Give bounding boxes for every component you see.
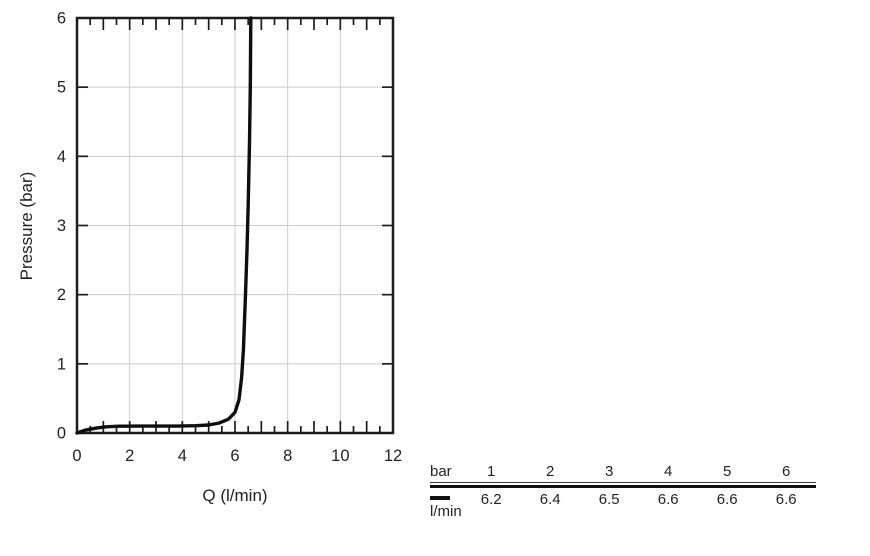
series-unit-label: l/min bbox=[430, 503, 462, 520]
y-tick-label: 5 bbox=[57, 79, 66, 97]
series-legend-cell: l/min bbox=[430, 485, 462, 520]
series-line-swatch bbox=[430, 496, 450, 500]
x-tick-label: 4 bbox=[178, 447, 187, 465]
x-tick-label: 2 bbox=[125, 447, 134, 465]
x-tick-label: 0 bbox=[72, 447, 81, 465]
x-tick-label: 6 bbox=[230, 447, 239, 465]
y-tick-label: 6 bbox=[57, 10, 66, 28]
x-tick-label: 8 bbox=[283, 447, 292, 465]
pressure-flow-curve bbox=[75, 16, 253, 435]
pressure-header-cell: 6 bbox=[756, 463, 816, 483]
y-tick-label: 4 bbox=[57, 148, 66, 166]
pressure-header-cell: 5 bbox=[697, 463, 757, 483]
flow-value-cell: 6.2 bbox=[461, 485, 521, 520]
pressure-header-cell: 4 bbox=[638, 463, 698, 483]
pressure-header-cell: 3 bbox=[579, 463, 639, 483]
table-header-bar: bar bbox=[430, 463, 462, 483]
x-tick-label: 10 bbox=[331, 447, 349, 465]
y-tick-label: 3 bbox=[57, 217, 66, 235]
x-tick-label: 12 bbox=[384, 447, 402, 465]
x-axis-title: Q (l/min) bbox=[202, 486, 268, 505]
pressure-header-cell: 2 bbox=[520, 463, 580, 483]
pressure-header-cell: 1 bbox=[461, 463, 521, 483]
table-value-row: l/min 6.2 6.4 6.5 6.6 6.6 6.6 bbox=[430, 485, 816, 520]
y-tick-label: 0 bbox=[57, 425, 66, 443]
y-axis-title: Pressure (bar) bbox=[17, 171, 36, 281]
flow-value-cell: 6.6 bbox=[638, 485, 698, 520]
flow-value-cell: 6.6 bbox=[756, 485, 816, 520]
y-tick-label: 2 bbox=[57, 286, 66, 304]
flow-value-cell: 6.5 bbox=[579, 485, 639, 520]
flow-value-cell: 6.4 bbox=[520, 485, 580, 520]
y-tick-label: 1 bbox=[57, 355, 66, 373]
flow-value-cell: 6.6 bbox=[697, 485, 757, 520]
